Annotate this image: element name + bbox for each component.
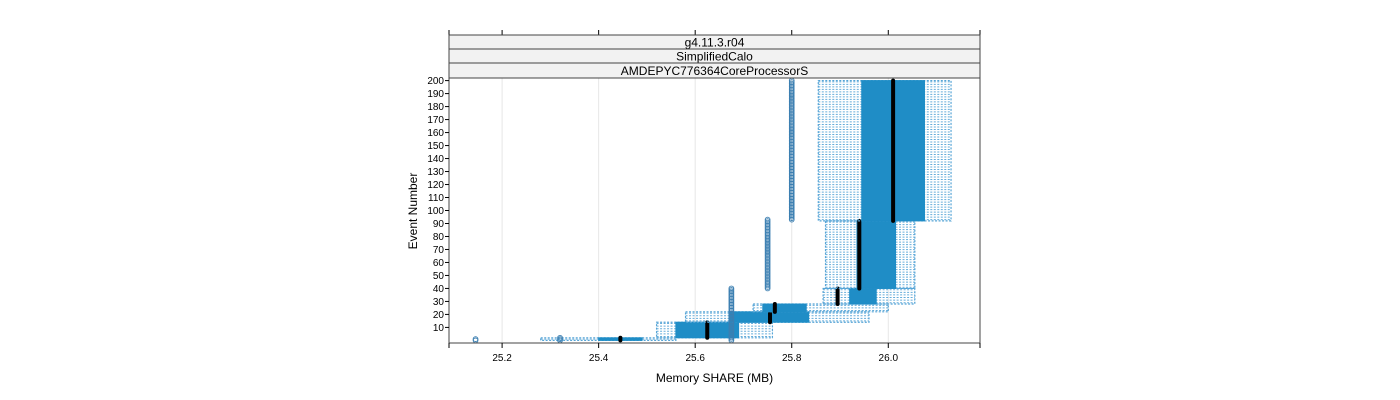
y-tick-label-17: 180	[427, 102, 444, 113]
x-axis-title: Memory SHARE (MB)	[656, 371, 773, 385]
box-4	[849, 287, 877, 305]
y-tick-label-1: 20	[433, 310, 445, 321]
whisker-range-3	[752, 303, 889, 313]
strip-3-label: AMDEPYC776364CoreProcessorS	[621, 64, 808, 78]
y-tick-label-5: 60	[433, 258, 445, 269]
x-tick-label-1: 25.4	[589, 353, 609, 364]
y-tick-label-9: 100	[427, 206, 444, 217]
strip-1-label: g4.11.3.r04	[685, 36, 745, 50]
top-axis-ticks	[448, 30, 981, 35]
y-tick-label-19: 200	[427, 76, 444, 87]
strip-2-label: SimplifiedCalo	[676, 50, 753, 64]
y-tick-label-7: 80	[433, 232, 445, 243]
x-tick-label-2: 25.6	[685, 353, 705, 364]
y-tick-label-16: 170	[427, 115, 444, 126]
outlier-point-3-1	[472, 336, 479, 342]
y-tick-label-14: 150	[427, 141, 444, 152]
outlier-point-0-35	[728, 285, 735, 292]
x-axis: 25.2 25.4 25.6 25.8 26.0	[448, 343, 981, 364]
y-tick-label-10: 110	[428, 193, 444, 204]
y-axis-title: Event Number	[406, 173, 420, 250]
y-tick-label-3: 40	[433, 284, 445, 295]
grid-lines	[501, 78, 889, 343]
strip-2: SimplifiedCalo	[448, 48, 981, 64]
y-tick-label-2: 30	[433, 297, 445, 308]
y-tick-label-13: 140	[427, 154, 444, 165]
y-axis: 10 20 30 40 50 60 70 80 90 100 110 120 130 140 150 160 1…	[427, 76, 449, 334]
x-tick-label-3: 25.8	[782, 353, 802, 364]
y-tick-label-18: 190	[427, 89, 444, 100]
outlier-point-1-46	[764, 216, 771, 223]
y-tick-label-4: 50	[433, 271, 445, 282]
y-tick-label-12: 130	[427, 167, 444, 178]
box-5	[856, 220, 897, 289]
x-tick-label-4: 26.0	[879, 353, 899, 364]
y-tick-label-6: 70	[433, 245, 445, 256]
strip-3: AMDEPYC776364CoreProcessorS	[448, 62, 981, 79]
outlier-point-4-2	[557, 334, 563, 341]
box-3	[762, 303, 807, 313]
strip-1: g4.11.3.r04	[448, 34, 981, 50]
y-tick-label-0: 10	[433, 323, 445, 334]
y-tick-label-11: 120	[427, 180, 444, 191]
x-tick-label-0: 25.2	[492, 353, 512, 364]
plot-marks	[472, 77, 952, 344]
y-tick-label-8: 90	[433, 219, 445, 230]
y-tick-label-15: 160	[427, 128, 444, 139]
